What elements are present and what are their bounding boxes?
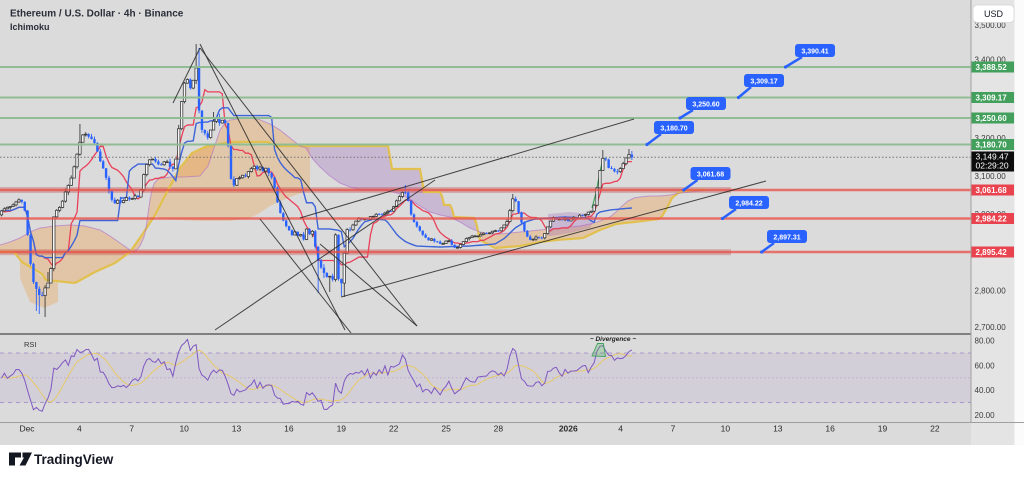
svg-text:3,200.00: 3,200.00 xyxy=(975,134,1007,143)
svg-text:~ Divergence ~: ~ Divergence ~ xyxy=(590,336,636,343)
svg-text:Ichimoku: Ichimoku xyxy=(10,22,50,32)
svg-text:2,897.31: 2,897.31 xyxy=(773,234,800,241)
svg-text:3,061.68: 3,061.68 xyxy=(697,171,724,178)
svg-text:3,149.47: 3,149.47 xyxy=(976,152,1009,162)
svg-text:3,061.68: 3,061.68 xyxy=(976,186,1008,195)
svg-text:20.00: 20.00 xyxy=(975,411,996,420)
svg-text:Ethereum / U.S. Dollar · 4h ·: Ethereum / U.S. Dollar · 4h · Binance xyxy=(10,9,184,20)
svg-text:25: 25 xyxy=(441,424,451,434)
svg-text:3,100.00: 3,100.00 xyxy=(975,172,1007,181)
svg-text:4: 4 xyxy=(77,424,82,434)
svg-text:28: 28 xyxy=(494,424,504,434)
svg-text:2,800.00: 2,800.00 xyxy=(975,286,1007,295)
svg-text:10: 10 xyxy=(179,424,189,434)
svg-text:80.00: 80.00 xyxy=(975,337,996,346)
svg-text:3,250.60: 3,250.60 xyxy=(976,114,1008,123)
svg-text:22: 22 xyxy=(930,424,940,434)
svg-text:RSI: RSI xyxy=(24,340,37,349)
svg-text:40.00: 40.00 xyxy=(975,386,996,395)
svg-text:19: 19 xyxy=(337,424,347,434)
svg-text:3,180.70: 3,180.70 xyxy=(976,141,1008,150)
svg-text:3,309.17: 3,309.17 xyxy=(750,78,777,85)
svg-text:2,895.42: 2,895.42 xyxy=(976,248,1008,257)
svg-text:22: 22 xyxy=(389,424,399,434)
svg-text:60.00: 60.00 xyxy=(975,361,996,370)
svg-text:10: 10 xyxy=(721,424,731,434)
svg-text:2,700.00: 2,700.00 xyxy=(975,323,1007,332)
svg-text:3,400.00: 3,400.00 xyxy=(975,56,1007,65)
svg-text:2,984.22: 2,984.22 xyxy=(735,200,762,207)
svg-text:3,250.60: 3,250.60 xyxy=(692,101,719,108)
svg-text:Dec: Dec xyxy=(19,424,35,434)
svg-text:19: 19 xyxy=(878,424,888,434)
svg-text:TradingView: TradingView xyxy=(34,452,114,467)
svg-text:3,180.70: 3,180.70 xyxy=(660,125,687,132)
svg-text:3,500.00: 3,500.00 xyxy=(975,21,1007,30)
svg-text:3,309.17: 3,309.17 xyxy=(976,94,1008,103)
svg-text:7: 7 xyxy=(671,424,676,434)
svg-text:16: 16 xyxy=(284,424,294,434)
svg-text:2,984.22: 2,984.22 xyxy=(976,215,1008,224)
svg-text:13: 13 xyxy=(773,424,783,434)
svg-text:02:29:20: 02:29:20 xyxy=(976,161,1009,171)
svg-text:3,388.52: 3,388.52 xyxy=(976,63,1008,72)
svg-text:13: 13 xyxy=(232,424,242,434)
svg-text:7: 7 xyxy=(129,424,134,434)
svg-text:USD: USD xyxy=(984,9,1004,19)
svg-text:3,390.41: 3,390.41 xyxy=(801,48,828,55)
svg-text:16: 16 xyxy=(825,424,835,434)
svg-text:4: 4 xyxy=(618,424,623,434)
svg-text:2026: 2026 xyxy=(559,424,578,434)
